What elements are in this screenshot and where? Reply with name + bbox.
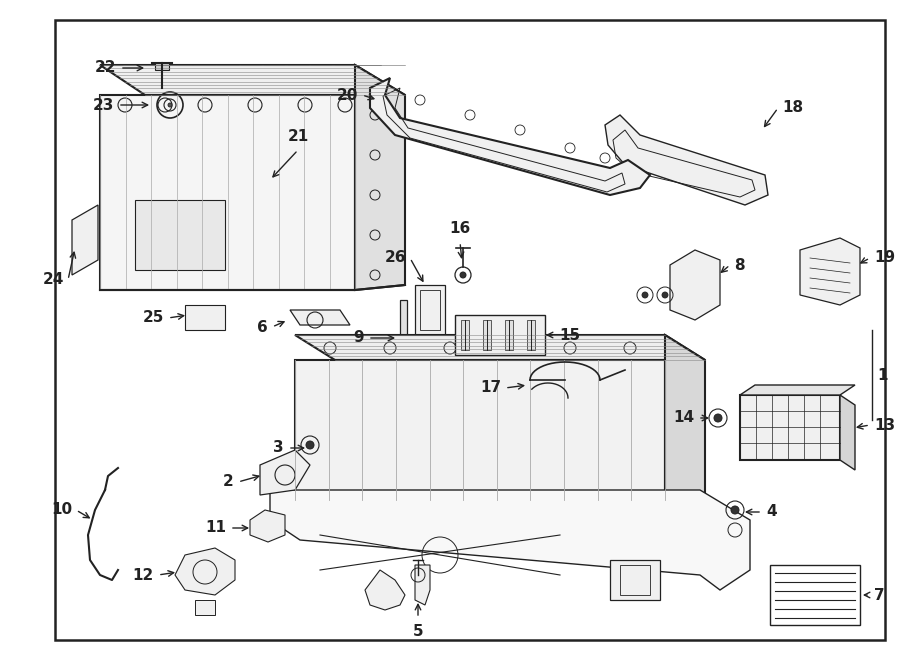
Polygon shape — [670, 250, 720, 320]
Polygon shape — [455, 315, 545, 355]
Polygon shape — [175, 548, 235, 595]
Polygon shape — [400, 300, 407, 370]
Text: 19: 19 — [874, 251, 896, 266]
Polygon shape — [72, 205, 98, 275]
Text: 25: 25 — [142, 311, 164, 325]
Text: 26: 26 — [384, 251, 406, 266]
Polygon shape — [505, 320, 513, 350]
Text: 14: 14 — [673, 410, 694, 426]
Polygon shape — [185, 305, 225, 330]
Text: 1: 1 — [877, 368, 887, 383]
Polygon shape — [355, 65, 405, 290]
Polygon shape — [295, 335, 705, 360]
Text: 3: 3 — [274, 440, 284, 455]
Polygon shape — [840, 395, 855, 470]
Text: 21: 21 — [287, 129, 309, 144]
Polygon shape — [100, 65, 405, 95]
Text: 16: 16 — [449, 221, 471, 236]
Polygon shape — [295, 360, 665, 500]
Text: 6: 6 — [257, 319, 268, 334]
Polygon shape — [527, 320, 535, 350]
Polygon shape — [740, 385, 855, 395]
Polygon shape — [415, 565, 430, 605]
Polygon shape — [195, 600, 215, 615]
Text: 9: 9 — [354, 330, 364, 346]
Polygon shape — [135, 200, 225, 270]
Polygon shape — [610, 560, 660, 600]
Polygon shape — [415, 285, 445, 335]
Text: 7: 7 — [874, 588, 885, 602]
Polygon shape — [260, 450, 310, 495]
Text: 15: 15 — [559, 327, 580, 342]
Text: 5: 5 — [413, 624, 423, 639]
Polygon shape — [800, 238, 860, 305]
Text: 10: 10 — [51, 502, 72, 518]
Text: 22: 22 — [94, 61, 116, 75]
Circle shape — [642, 292, 648, 298]
Polygon shape — [483, 320, 491, 350]
Text: 17: 17 — [480, 381, 501, 395]
Text: 2: 2 — [223, 475, 234, 490]
Text: 8: 8 — [734, 258, 744, 272]
Text: 12: 12 — [133, 568, 154, 582]
Text: 24: 24 — [42, 272, 64, 288]
Circle shape — [460, 272, 466, 278]
Text: 11: 11 — [205, 520, 226, 535]
Text: 13: 13 — [874, 418, 896, 432]
Polygon shape — [155, 63, 169, 70]
Circle shape — [662, 292, 668, 298]
Polygon shape — [605, 115, 768, 205]
Text: 20: 20 — [337, 87, 358, 102]
Text: 18: 18 — [782, 100, 803, 116]
Circle shape — [731, 506, 739, 514]
Polygon shape — [250, 510, 285, 542]
Polygon shape — [740, 395, 840, 460]
Polygon shape — [370, 78, 650, 195]
Text: 4: 4 — [766, 504, 777, 520]
Polygon shape — [665, 335, 705, 500]
Polygon shape — [290, 310, 350, 325]
Text: 23: 23 — [93, 98, 114, 112]
Circle shape — [306, 441, 314, 449]
Circle shape — [168, 103, 172, 107]
Polygon shape — [461, 320, 469, 350]
Circle shape — [714, 414, 722, 422]
Polygon shape — [365, 570, 405, 610]
Polygon shape — [770, 565, 860, 625]
Polygon shape — [100, 95, 355, 290]
Polygon shape — [270, 490, 750, 590]
